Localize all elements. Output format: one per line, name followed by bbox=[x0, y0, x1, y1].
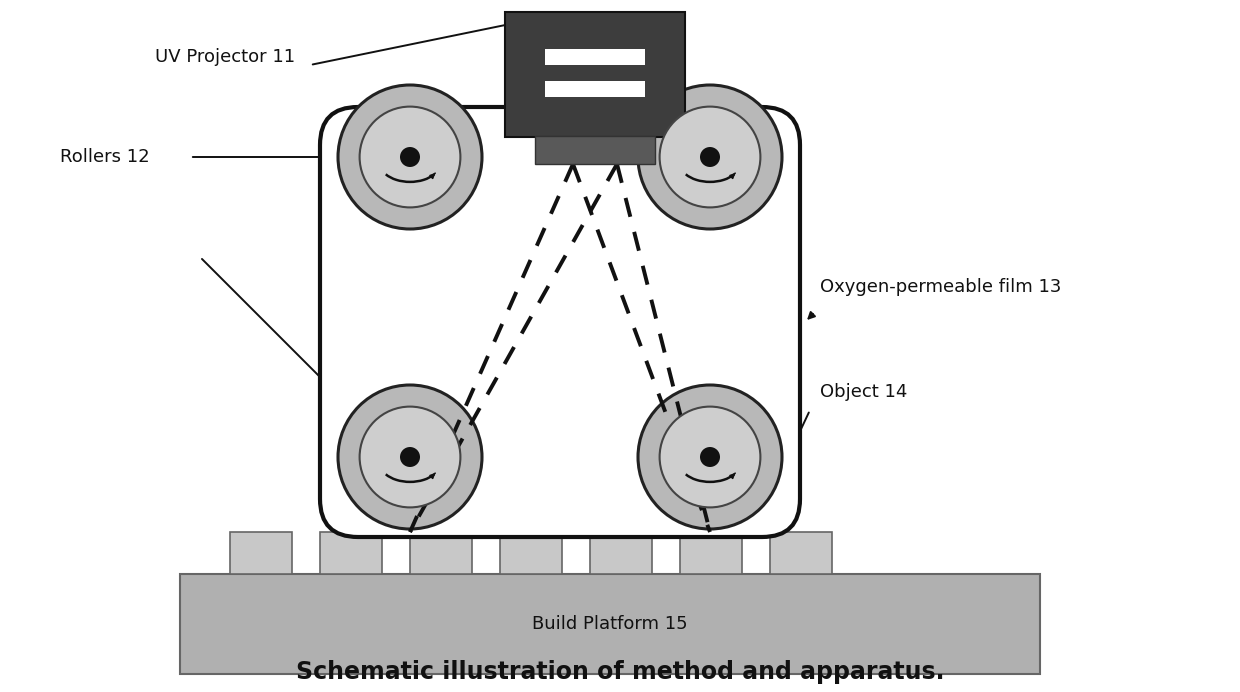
Circle shape bbox=[401, 447, 420, 467]
Circle shape bbox=[339, 385, 482, 529]
Bar bbox=[320, 532, 382, 574]
Bar bbox=[500, 532, 562, 574]
Bar bbox=[534, 136, 655, 164]
Text: Rollers 12: Rollers 12 bbox=[60, 148, 150, 166]
Text: Object 14: Object 14 bbox=[820, 383, 908, 401]
Circle shape bbox=[360, 407, 460, 507]
Circle shape bbox=[401, 147, 420, 167]
Bar bbox=[546, 81, 645, 97]
Bar bbox=[770, 532, 832, 574]
Bar bbox=[505, 12, 684, 137]
Bar bbox=[590, 532, 652, 574]
Bar bbox=[680, 532, 742, 574]
Bar bbox=[180, 574, 1040, 674]
FancyBboxPatch shape bbox=[320, 107, 800, 537]
Circle shape bbox=[639, 385, 782, 529]
Circle shape bbox=[660, 407, 760, 507]
Bar bbox=[229, 532, 291, 574]
Text: Oxygen-permeable film 13: Oxygen-permeable film 13 bbox=[820, 278, 1061, 296]
Bar bbox=[410, 532, 472, 574]
Circle shape bbox=[339, 85, 482, 229]
Text: Schematic illustration of method and apparatus.: Schematic illustration of method and app… bbox=[296, 660, 944, 684]
Circle shape bbox=[360, 107, 460, 208]
Text: Build Platform 15: Build Platform 15 bbox=[532, 615, 688, 633]
Circle shape bbox=[701, 447, 720, 467]
Circle shape bbox=[660, 107, 760, 208]
Circle shape bbox=[639, 85, 782, 229]
Circle shape bbox=[701, 147, 720, 167]
Bar bbox=[546, 49, 645, 65]
Text: UV Projector 11: UV Projector 11 bbox=[155, 48, 295, 66]
